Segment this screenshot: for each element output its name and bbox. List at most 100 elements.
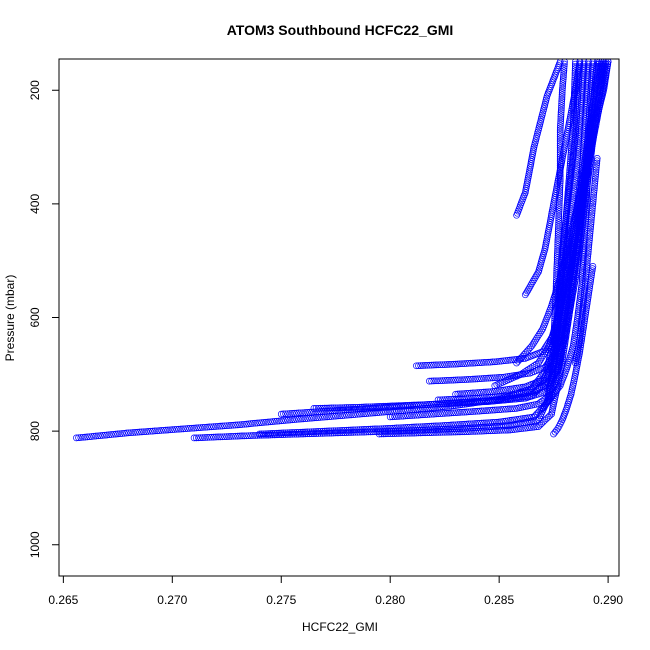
data-point	[591, 180, 599, 187]
data-point	[432, 410, 440, 418]
data-point	[456, 360, 464, 368]
data-point	[575, 301, 583, 309]
data-point	[603, 65, 611, 72]
data-point	[584, 62, 592, 70]
data-point	[560, 316, 568, 324]
data-point	[589, 200, 597, 208]
data-point	[428, 410, 435, 418]
data-point	[478, 427, 486, 435]
data-point	[495, 427, 503, 434]
data-point	[441, 410, 449, 417]
data-point	[384, 402, 392, 410]
data-point	[314, 408, 322, 416]
data-point	[428, 429, 435, 436]
data-point	[573, 75, 581, 83]
data-point	[484, 358, 492, 366]
data-point	[264, 430, 272, 437]
data-point	[456, 390, 464, 398]
data-point	[463, 399, 470, 407]
data-point	[450, 376, 457, 384]
data-point	[456, 421, 464, 428]
data-point	[584, 174, 592, 181]
data-point	[580, 295, 588, 303]
data-point	[585, 160, 592, 168]
data-point	[495, 422, 503, 430]
data-point	[426, 361, 433, 369]
data-point	[569, 192, 577, 200]
data-point	[201, 434, 209, 441]
data-point	[432, 377, 440, 385]
data-point	[584, 250, 592, 258]
data-point	[556, 197, 563, 205]
data-point	[454, 376, 462, 384]
data-point	[504, 405, 512, 413]
data-point	[463, 408, 470, 416]
data-point	[280, 410, 287, 418]
data-point	[312, 430, 320, 437]
data-point	[328, 404, 335, 412]
data-point	[511, 395, 518, 403]
data-point	[121, 429, 128, 437]
data-point	[439, 361, 446, 369]
data-point	[497, 406, 505, 413]
data-point	[439, 428, 446, 436]
data-point	[447, 400, 455, 407]
data-point	[500, 393, 507, 400]
data-point	[571, 62, 579, 70]
data-point	[227, 433, 235, 440]
data-point	[203, 434, 211, 441]
data-point	[214, 422, 222, 430]
data-point	[577, 323, 585, 330]
data-point	[495, 418, 503, 426]
data-point	[500, 405, 507, 413]
data-point	[354, 403, 361, 411]
data-point	[480, 398, 488, 406]
data-point	[590, 193, 597, 201]
data-point	[421, 362, 429, 369]
data-point	[417, 401, 425, 409]
data-point	[508, 405, 516, 413]
data-point	[397, 412, 405, 420]
x-tick-label: 0.285	[484, 593, 514, 607]
data-point	[417, 429, 425, 437]
data-point	[491, 423, 499, 430]
data-point	[580, 242, 588, 250]
data-point	[555, 212, 563, 220]
data-point	[421, 411, 429, 419]
data-point	[277, 417, 285, 425]
data-point	[569, 271, 576, 279]
data-point	[430, 422, 438, 430]
data-point	[284, 429, 292, 437]
data-point	[566, 182, 573, 190]
data-point	[212, 423, 220, 430]
data-point	[588, 207, 596, 215]
data-point	[570, 181, 578, 189]
data-point	[556, 151, 564, 158]
data-point	[321, 404, 329, 412]
data-point	[557, 113, 565, 121]
data-point	[558, 100, 565, 107]
data-point	[458, 408, 466, 416]
data-point	[434, 410, 442, 418]
data-point	[149, 427, 157, 435]
data-point	[532, 387, 540, 394]
data-point	[570, 188, 577, 195]
data-point	[282, 410, 289, 418]
data-point	[234, 421, 242, 429]
data-point	[584, 65, 592, 72]
data-point	[566, 180, 574, 188]
data-point	[567, 171, 575, 179]
data-point	[406, 429, 414, 437]
data-point	[267, 431, 274, 439]
data-point	[556, 162, 564, 169]
data-point	[304, 428, 311, 436]
data-point	[175, 425, 183, 433]
data-point	[551, 428, 559, 436]
data-point	[476, 375, 483, 383]
data-point	[282, 429, 289, 437]
data-point	[223, 422, 231, 430]
data-point	[585, 60, 592, 68]
data-point	[389, 430, 396, 437]
data-point	[542, 348, 549, 355]
data-point	[583, 95, 590, 103]
